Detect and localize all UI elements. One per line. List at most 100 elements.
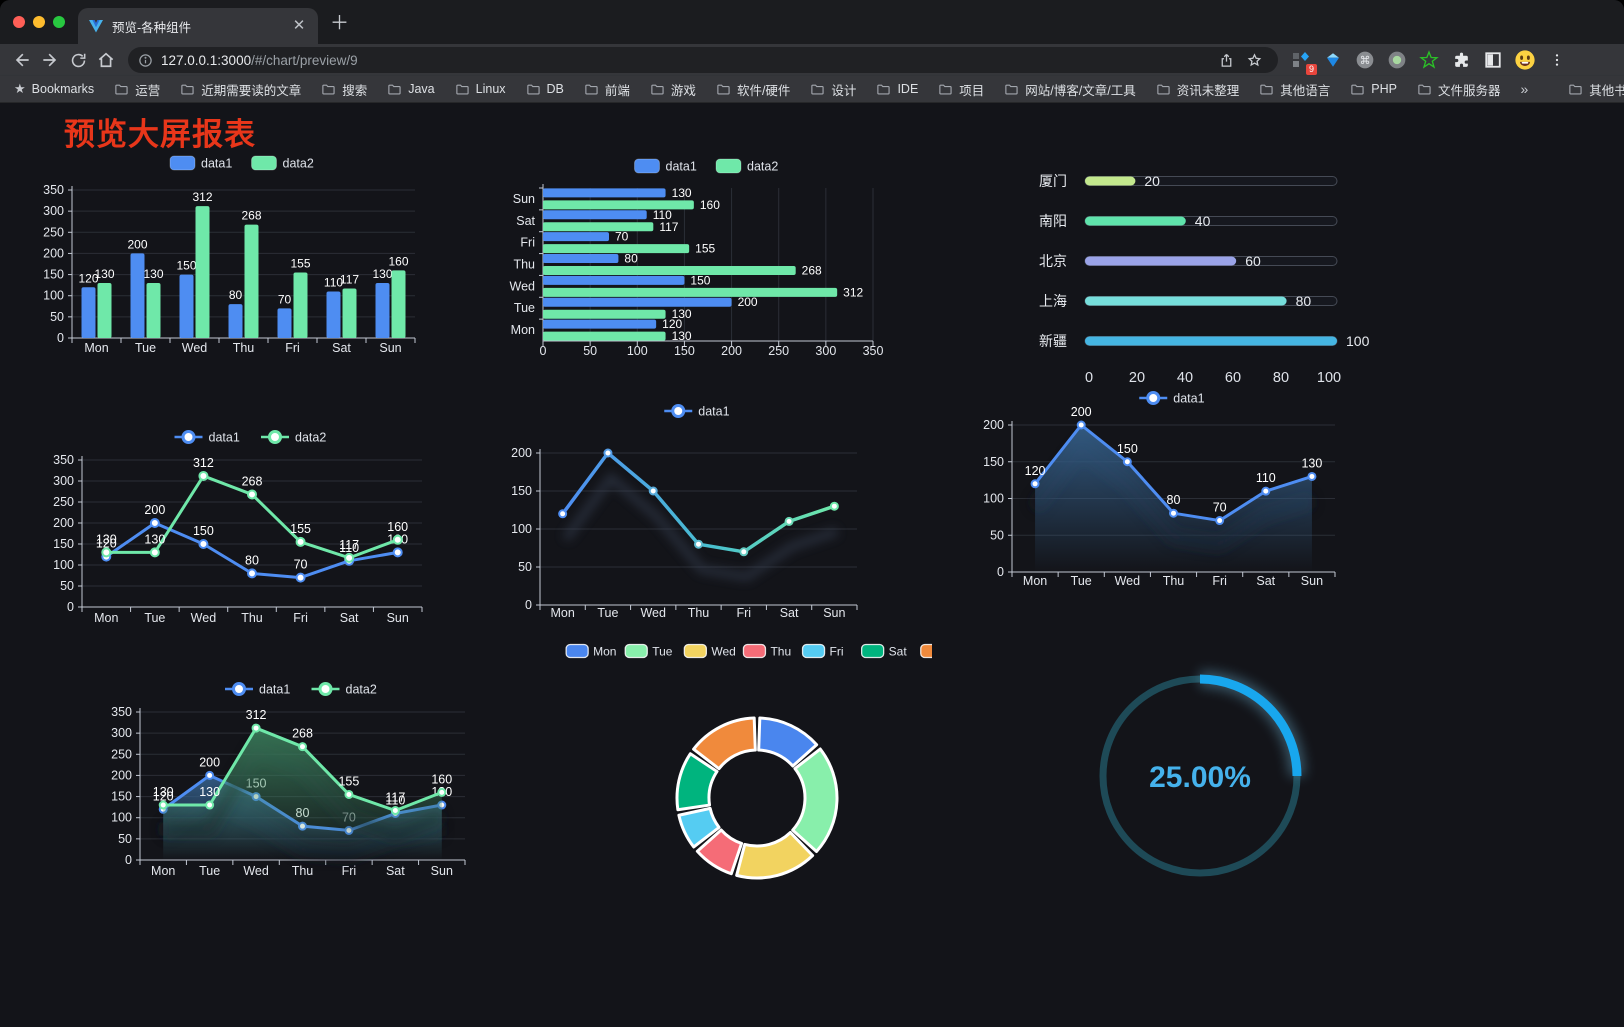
data-point-marker[interactable] [437, 787, 447, 797]
bookmark-folder-item[interactable]: 软件/硬件 [716, 80, 790, 99]
bookmark-folder-item[interactable]: 网站/博客/文章/工具 [1004, 80, 1136, 99]
bar-data2-Mon[interactable] [97, 283, 112, 338]
home-button[interactable] [92, 47, 120, 73]
legend-item-Sun[interactable]: Sun [920, 643, 932, 659]
data-point-marker[interactable] [739, 547, 749, 557]
command-extension-icon[interactable]: ⌘ [1354, 49, 1376, 71]
bar-data1-Thu[interactable] [543, 254, 619, 263]
legend-item-data2[interactable]: data2 [715, 158, 778, 174]
gradient-line-chart[interactable]: 0 50 100 150 200 Mon Tue Wed Thu Fri Sat Sun data1 [497, 388, 927, 633]
data-point-marker[interactable] [1169, 508, 1178, 518]
data-point-marker[interactable] [149, 518, 160, 528]
data-point-marker[interactable] [205, 800, 215, 810]
extensions-puzzle-icon[interactable] [1450, 49, 1472, 71]
data-point-marker[interactable] [251, 723, 261, 733]
browser-tab[interactable]: 预览-各种组件 ✕ [78, 8, 318, 44]
bookmark-star-icon[interactable] [1240, 47, 1268, 73]
legend-item-data1[interactable]: data1 [225, 682, 290, 697]
bar-data1-Fri[interactable] [543, 232, 609, 242]
data-point-marker[interactable] [603, 448, 613, 458]
legend-item-data1[interactable]: data1 [634, 158, 697, 174]
bar-data2-Tue[interactable] [146, 283, 161, 338]
bar-data2-Thu[interactable] [543, 266, 796, 275]
bookmark-folder-item[interactable]: Java [387, 82, 435, 97]
legend-item-data2[interactable]: data2 [261, 430, 326, 445]
bar-data2-Mon[interactable] [543, 331, 666, 341]
single-area-chart[interactable]: 0 50 100 150 200 Mon Tue Wed Thu Fri Sat Sun 120 200 1… [955, 388, 1390, 633]
data-point-marker[interactable] [101, 547, 112, 558]
bar-data1-Tue[interactable] [130, 253, 145, 338]
browser-menu-icon[interactable] [1546, 49, 1568, 71]
data-point-marker[interactable] [1076, 420, 1086, 430]
data-point-marker[interactable] [694, 539, 703, 549]
bar-data2-Tue[interactable] [543, 309, 666, 319]
data-point-marker[interactable] [784, 516, 794, 526]
data-point-marker[interactable] [392, 547, 403, 558]
bookmark-folder-item[interactable]: IDE [876, 82, 918, 97]
bookmark-folder-item[interactable]: DB [526, 82, 564, 97]
forward-button[interactable] [36, 47, 64, 73]
bookmark-folder-item[interactable]: 项目 [938, 80, 984, 99]
legend-item-Fri[interactable]: Fri [801, 643, 844, 659]
legend-item-Thu[interactable]: Thu [742, 643, 791, 659]
url-bar[interactable]: 127.0.0.1:3000/#/chart/preview/9 [128, 47, 1278, 73]
data-point-marker[interactable] [298, 742, 307, 752]
legend-item-data2[interactable]: data2 [251, 155, 314, 171]
bar-data1-Mon[interactable] [543, 319, 657, 329]
gradient-line-series-data1[interactable] [561, 451, 835, 554]
bar-data2-Fri[interactable] [293, 272, 308, 338]
gauge-chart[interactable]: 25.00% [955, 638, 1390, 898]
donut-slice-Thu[interactable] [695, 828, 744, 876]
bar-data2-Sat[interactable] [543, 222, 654, 232]
zoom-window-button[interactable] [53, 16, 65, 28]
data-point-marker[interactable] [1030, 479, 1040, 489]
horizontal-bar-chart[interactable]: 0 50 100 150 200 250 300 350 Mon 120 130 Tue 200 130 W… [497, 150, 927, 385]
bar-data1-Sun[interactable] [375, 283, 390, 338]
bar-data1-Fri[interactable] [277, 308, 292, 338]
donut-slice-Tue[interactable] [791, 747, 839, 853]
data-point-marker[interactable] [295, 572, 306, 583]
site-info-icon[interactable] [138, 53, 153, 68]
data-point-marker[interactable] [392, 534, 403, 545]
bar-data1-Wed[interactable] [543, 275, 685, 285]
data-point-marker[interactable] [1122, 457, 1132, 467]
legend-item-Wed[interactable]: Wed [683, 643, 736, 659]
data-point-marker[interactable] [205, 770, 215, 780]
bookmark-folder-item[interactable]: 运营 [114, 80, 160, 99]
data-point-marker[interactable] [149, 547, 160, 558]
data-point-marker[interactable] [558, 509, 568, 519]
data-point-marker[interactable] [1215, 516, 1225, 526]
data-point-marker[interactable] [158, 800, 168, 810]
data-point-marker[interactable] [829, 501, 839, 511]
bookmark-folder-item[interactable]: 前端 [584, 80, 630, 99]
grouped-bar-chart[interactable]: 0 50 100 150 200 250 300 350 Mon Tue Wed Thu Fri Sat S… [40, 150, 470, 385]
data-point-marker[interactable] [247, 489, 257, 500]
data-point-marker[interactable] [1261, 486, 1271, 496]
dark-mode-extension-icon[interactable] [1482, 49, 1504, 71]
bar-data2-Sat[interactable] [342, 288, 357, 338]
city-progress-chart[interactable]: 厦门 20 南阳 40 北京 60 上海 80 新疆 100 0 20 40 60 80 100 [955, 150, 1390, 395]
bar-data1-Mon[interactable] [81, 287, 96, 338]
bookmark-folder-item[interactable]: 设计 [810, 80, 856, 99]
bar-data1-Wed[interactable] [179, 274, 194, 338]
donut-chart[interactable]: Mon Tue Wed Thu Fri Sat Sun [497, 638, 932, 898]
bar-data1-Sat[interactable] [326, 291, 341, 338]
bookmark-folder-item[interactable]: 资讯未整理 [1156, 80, 1239, 99]
bar-data2-Fri[interactable] [543, 244, 690, 254]
legend-item-data2[interactable]: data2 [311, 682, 377, 697]
legend-item-Tue[interactable]: Tue [624, 643, 673, 659]
donut-slice-Fri[interactable] [677, 806, 721, 849]
minimize-window-button[interactable] [33, 16, 45, 28]
legend-item-data1[interactable]: data1 [169, 155, 232, 171]
legend-item-data1[interactable]: data1 [174, 430, 240, 445]
extension-grid-icon[interactable]: 9 [1290, 49, 1317, 75]
bookmarks-root-item[interactable]: ★ Bookmarks [14, 81, 94, 97]
donut-slice-Sat[interactable] [675, 752, 719, 812]
bar-data2-Wed[interactable] [195, 206, 210, 338]
bookmark-folder-item[interactable]: 搜索 [321, 80, 367, 99]
bookmark-folder-item[interactable]: 游戏 [650, 80, 696, 99]
data-point-marker[interactable] [1307, 471, 1317, 481]
donut-slice-Mon[interactable] [757, 716, 819, 768]
legend-item-Sat[interactable]: Sat [860, 643, 908, 659]
tab-close-icon[interactable]: ✕ [292, 17, 306, 34]
